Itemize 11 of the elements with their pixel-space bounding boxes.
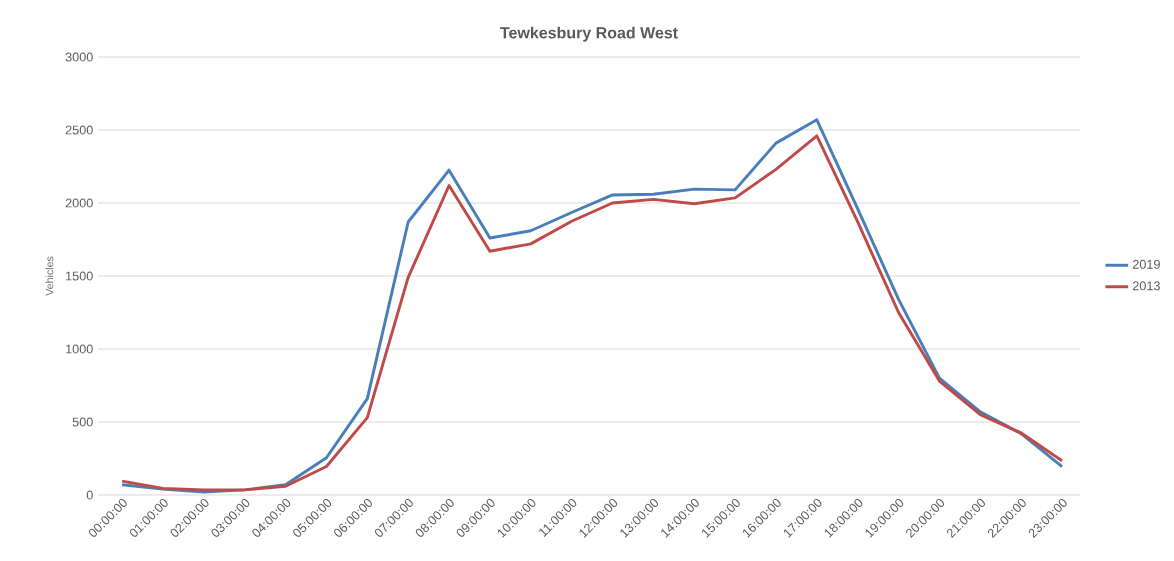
y-tick-label: 2000 bbox=[65, 198, 93, 208]
chart-title: Tewkesbury Road West bbox=[500, 26, 678, 42]
legend-label: 2019 bbox=[1132, 259, 1160, 269]
y-tick-label: 0 bbox=[86, 490, 93, 500]
y-tick-label: 2500 bbox=[65, 125, 93, 135]
y-tick-label: 1500 bbox=[66, 271, 93, 281]
y-tick-label: 3000 bbox=[65, 52, 93, 62]
y-tick-label: 1000 bbox=[66, 344, 93, 354]
legend-label: 2013 bbox=[1132, 281, 1160, 291]
y-tick-label: 500 bbox=[72, 417, 93, 427]
y-axis-title: Vehicles bbox=[45, 256, 54, 296]
